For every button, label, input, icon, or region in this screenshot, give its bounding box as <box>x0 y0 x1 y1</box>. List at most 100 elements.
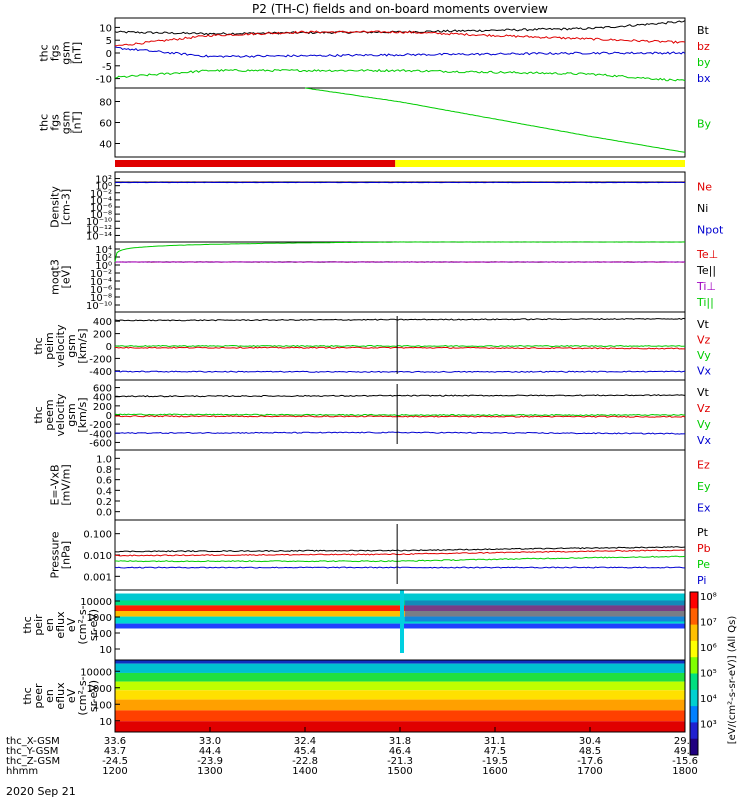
quality-flag-bar <box>395 160 685 167</box>
legend-Vx: Vx <box>697 364 712 377</box>
y-axis-label: [cm-3] <box>60 189 73 225</box>
y-tick-label: 0.6 <box>96 476 112 487</box>
y-tick-label: 10⁻⁸ <box>90 210 112 221</box>
colorbar-segment <box>690 608 698 626</box>
y-axis-label: (cm²-s- <box>76 676 89 715</box>
spectrogram-band <box>115 663 685 673</box>
y-tick-label: 40 <box>99 140 112 151</box>
x-row-value: 31.8 <box>389 736 411 747</box>
colorbar-segment <box>690 673 698 691</box>
spectrogram-band <box>115 672 685 682</box>
x-row-label: hhmm <box>6 766 38 777</box>
colorbar-segment <box>690 706 698 723</box>
y-tick-label: 10000 <box>80 597 112 608</box>
spectrogram-band <box>115 690 685 700</box>
y-axis-label: peer <box>32 683 45 709</box>
y-axis-label: sr-eV) <box>87 609 100 641</box>
y-tick-label: 10² <box>95 253 112 264</box>
x-row-label: thc_Z-GSM <box>6 756 60 767</box>
colorbar-label: [eV/(cm²-s-sr-eV)] (All Qs) <box>727 616 738 745</box>
y-tick-label: 200 <box>93 402 112 413</box>
x-row-value: -17.6 <box>577 756 603 767</box>
x-row-value: 30.4 <box>579 736 601 747</box>
legend-bz: bz <box>697 40 710 53</box>
spectrogram-spike <box>400 590 404 653</box>
y-axis-label: fgs <box>49 114 62 131</box>
y-tick-label: 80 <box>99 98 112 109</box>
series-Vy <box>114 413 685 417</box>
y-tick-label: 5 <box>106 36 112 47</box>
y-tick-label: 10 <box>99 645 112 656</box>
legend-Pe: Pe <box>697 558 710 571</box>
y-tick-label: 600 <box>93 384 112 395</box>
x-row-value: 1300 <box>197 766 222 777</box>
x-row-label: thc_Y-GSM <box>6 746 58 757</box>
x-row-value: -23.9 <box>197 756 223 767</box>
y-axis-label: eflux <box>54 611 67 639</box>
y-tick-label: 1.0 <box>96 454 112 465</box>
y-tick-label: 10⁻⁴ <box>90 196 112 207</box>
legend-Bt: Bt <box>697 24 710 37</box>
legend-Te||: Te|| <box>696 264 716 277</box>
y-tick-label: 10⁰ <box>95 261 112 272</box>
legend-Pt: Pt <box>697 526 709 539</box>
legend-Vz: Vz <box>697 333 711 346</box>
colorbar-segment <box>690 640 698 658</box>
series-Vz <box>115 346 685 350</box>
legend-Npot: Npot <box>697 223 724 236</box>
x-row-value: 1500 <box>387 766 412 777</box>
y-axis-label: [mV/m] <box>60 464 73 505</box>
series-Pi <box>114 566 685 569</box>
y-tick-label: 0.2 <box>96 497 112 508</box>
series-Pb <box>114 549 686 557</box>
y-tick-label: 10⁻¹⁴ <box>86 231 112 242</box>
y-tick-label: 0.010 <box>83 551 112 562</box>
y-axis-label: eflux <box>54 682 67 710</box>
y-axis-label: en <box>43 618 56 632</box>
x-row-value: -22.8 <box>292 756 318 767</box>
legend-Vy: Vy <box>697 418 711 431</box>
y-tick-label: 10000 <box>80 667 112 678</box>
y-tick-label: 0.100 <box>83 530 112 541</box>
y-axis-label: thc <box>32 406 45 423</box>
spectrogram-band <box>115 681 685 691</box>
y-tick-label: 1000 <box>87 613 112 624</box>
y-axis-label: gsm <box>60 41 73 64</box>
spectrogram-band <box>115 699 685 711</box>
y-tick-label: 10⁻⁶ <box>90 285 112 296</box>
series-bz <box>114 30 686 47</box>
y-tick-label: 10⁻² <box>90 189 112 200</box>
legend-Vt: Vt <box>697 386 710 399</box>
y-axis-label: peir <box>32 614 45 636</box>
x-row-value: 33.6 <box>104 736 126 747</box>
y-tick-label: 400 <box>93 317 112 328</box>
y-axis-label: velocity <box>54 324 67 367</box>
legend-Ni: Ni <box>697 202 708 215</box>
x-row-value: 32.4 <box>294 736 316 747</box>
y-axis-label: velocity <box>54 393 67 436</box>
y-axis-label: [eV] <box>60 266 73 289</box>
x-row-value: 44.4 <box>199 746 221 757</box>
panel-peir: 10000 1000 100 10 thcpeirenefluxeV(cm²-s-sr-… <box>21 589 686 661</box>
y-tick-label: -600 <box>89 438 112 449</box>
x-row-value: -15.6 <box>672 756 698 767</box>
y-tick-label: 0.0 <box>96 508 112 519</box>
figure-title: P2 (TH-C) fields and on-board moments ov… <box>252 2 548 16</box>
x-row-value: 46.4 <box>389 746 411 757</box>
y-axis-label: Density <box>49 186 62 228</box>
y-axis-label: fgs <box>49 44 62 61</box>
series-bx <box>114 46 686 58</box>
x-row-value: 1800 <box>672 766 697 777</box>
y-axis-label: gsm <box>65 334 78 357</box>
y-axis-label: en <box>43 689 56 703</box>
y-tick-label: 10⁻¹⁰ <box>86 301 112 312</box>
y-axis-label: sr-eV) <box>87 680 100 712</box>
series-Vt <box>114 394 686 398</box>
y-axis-label: thc <box>21 687 34 704</box>
y-tick-label: 100 <box>93 700 112 711</box>
x-row-label: thc_X-GSM <box>6 736 60 747</box>
colorbar: 10⁸ 10⁷ 10⁶ 10⁵ 10⁴ 10³ [eV/(cm²-s-sr-eV)] (Al… <box>689 591 738 756</box>
x-row-value: 45.4 <box>294 746 316 757</box>
y-tick-label: 400 <box>93 393 112 404</box>
